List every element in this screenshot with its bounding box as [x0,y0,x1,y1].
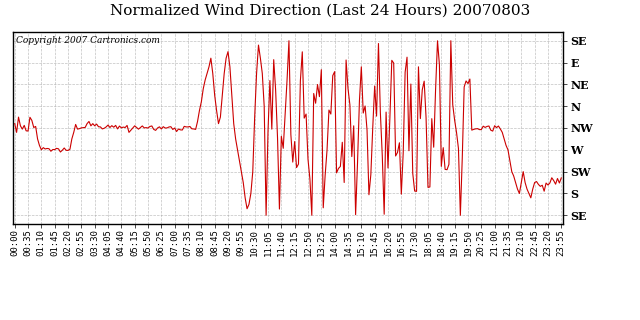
Text: Copyright 2007 Cartronics.com: Copyright 2007 Cartronics.com [15,36,159,45]
Text: Normalized Wind Direction (Last 24 Hours) 20070803: Normalized Wind Direction (Last 24 Hours… [110,3,530,17]
